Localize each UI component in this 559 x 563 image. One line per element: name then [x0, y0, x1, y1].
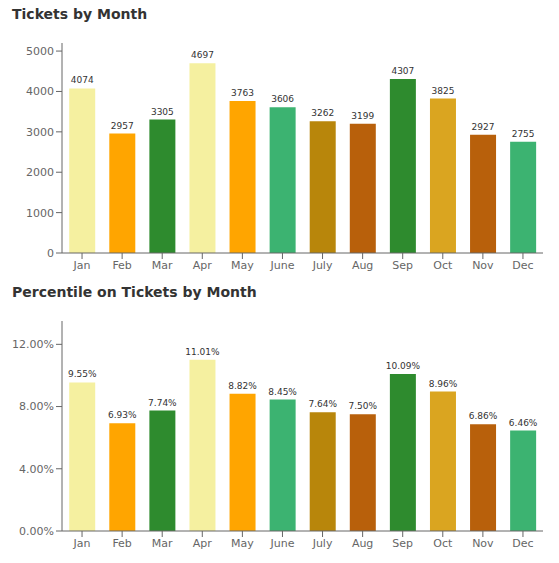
svg-text:2927: 2927: [472, 122, 495, 132]
svg-text:3825: 3825: [432, 86, 455, 96]
svg-text:Apr: Apr: [193, 537, 213, 550]
svg-text:3199: 3199: [351, 111, 374, 121]
svg-text:June: June: [269, 537, 294, 550]
svg-text:2000: 2000: [26, 166, 54, 179]
svg-text:4307: 4307: [391, 66, 414, 76]
svg-text:July: July: [312, 537, 333, 550]
svg-text:Apr: Apr: [193, 259, 213, 272]
svg-text:3606: 3606: [271, 94, 294, 104]
svg-text:Sep: Sep: [392, 537, 413, 550]
svg-text:7.50%: 7.50%: [349, 401, 378, 411]
svg-text:8.00%: 8.00%: [19, 400, 54, 413]
svg-text:Nov: Nov: [472, 537, 494, 550]
svg-text:Feb: Feb: [112, 537, 131, 550]
svg-text:Jan: Jan: [73, 259, 91, 272]
svg-text:3305: 3305: [151, 107, 174, 117]
svg-text:7.74%: 7.74%: [148, 398, 177, 408]
svg-text:June: June: [269, 259, 294, 272]
svg-text:10.09%: 10.09%: [386, 361, 421, 371]
svg-text:Aug: Aug: [352, 259, 373, 272]
svg-text:9.55%: 9.55%: [68, 369, 97, 379]
svg-text:Dec: Dec: [512, 537, 533, 550]
svg-text:Mar: Mar: [152, 537, 173, 550]
svg-text:2957: 2957: [111, 121, 134, 131]
svg-text:8.82%: 8.82%: [228, 381, 257, 391]
svg-text:8.45%: 8.45%: [268, 387, 297, 397]
svg-text:4.00%: 4.00%: [19, 463, 54, 476]
svg-text:Oct: Oct: [433, 259, 453, 272]
svg-text:Nov: Nov: [472, 259, 494, 272]
svg-text:7.64%: 7.64%: [308, 399, 337, 409]
svg-text:Dec: Dec: [512, 259, 533, 272]
svg-text:6.86%: 6.86%: [469, 411, 498, 421]
svg-text:0: 0: [47, 247, 54, 260]
svg-text:July: July: [312, 259, 333, 272]
svg-text:12.00%: 12.00%: [12, 338, 54, 351]
svg-text:1000: 1000: [26, 207, 54, 220]
svg-text:5000: 5000: [26, 45, 54, 58]
svg-text:4074: 4074: [71, 75, 94, 85]
svg-text:Sep: Sep: [392, 259, 413, 272]
svg-text:Jan: Jan: [73, 537, 91, 550]
svg-text:May: May: [231, 537, 254, 550]
svg-text:6.46%: 6.46%: [509, 418, 538, 428]
svg-text:6.93%: 6.93%: [108, 410, 137, 420]
svg-text:3262: 3262: [311, 108, 334, 118]
svg-text:3763: 3763: [231, 88, 254, 98]
svg-text:May: May: [231, 259, 254, 272]
html-text:Percentile on Tickets by Month: Percentile on Tickets by Month: [12, 284, 257, 300]
svg-text:Mar: Mar: [152, 259, 173, 272]
svg-text:8.96%: 8.96%: [429, 379, 458, 389]
svg-text:11.01%: 11.01%: [185, 347, 220, 357]
svg-text:Aug: Aug: [352, 537, 373, 550]
svg-text:4000: 4000: [26, 85, 54, 98]
svg-text:0.00%: 0.00%: [19, 525, 54, 538]
svg-text:3000: 3000: [26, 126, 54, 139]
svg-text:4697: 4697: [191, 50, 214, 60]
svg-text:2755: 2755: [512, 129, 535, 139]
html-text:Tickets by Month: Tickets by Month: [12, 6, 148, 22]
svg-text:Feb: Feb: [112, 259, 131, 272]
svg-text:Oct: Oct: [433, 537, 453, 550]
